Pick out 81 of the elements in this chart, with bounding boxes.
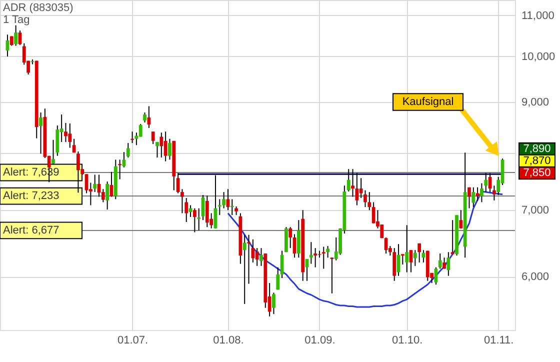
candlestick (255, 248, 259, 266)
candlestick (151, 131, 155, 145)
candlestick (351, 168, 354, 198)
candlestick (459, 210, 463, 229)
candlestick (322, 246, 326, 270)
candlestick (68, 122, 72, 148)
text: 7,850 (523, 167, 551, 179)
candlestick (218, 198, 222, 216)
candlestick (418, 242, 422, 263)
y-tick-label: 7,000 (522, 204, 550, 217)
candlestick (296, 220, 300, 258)
candlestick (284, 226, 288, 253)
candlestick (226, 188, 230, 211)
candlestick (93, 174, 97, 193)
candlestick (484, 172, 488, 193)
candlestick (392, 248, 396, 282)
chart-title: ADR (883035) (3, 2, 74, 14)
candlestick (364, 190, 367, 208)
candlestick (197, 208, 201, 231)
candlestick (118, 159, 122, 180)
candlestick (106, 181, 110, 210)
candlestick (84, 174, 88, 194)
candlestick (242, 234, 246, 304)
candlestick (492, 185, 496, 201)
y-tick-label: 6,000 (522, 271, 550, 284)
candlestick (272, 292, 276, 315)
ref-line-label: Alert: 7,233 (3, 190, 60, 202)
candlestick (468, 186, 471, 209)
candlestick (126, 142, 130, 158)
text: 1 Tag (3, 14, 30, 26)
candlestick (346, 168, 350, 192)
x-tick-label: 01.09. (304, 334, 336, 346)
candlestick (160, 132, 164, 158)
x-tick-label: 01.08. (213, 334, 244, 346)
candlestick (184, 197, 188, 222)
y-tick-label: 11,000 (522, 10, 554, 22)
candlestick (130, 131, 134, 144)
candlestick (156, 141, 159, 158)
candlestick (405, 224, 409, 273)
candlestick (122, 152, 126, 168)
candlestick (480, 182, 484, 203)
candlestick (450, 220, 454, 255)
candlestick (476, 186, 480, 202)
candlestick (368, 192, 372, 211)
candlestick (164, 131, 168, 162)
candlestick (446, 252, 450, 276)
candlestick (355, 172, 359, 206)
candlestick (276, 266, 280, 290)
candlestick (14, 24, 18, 46)
candlestick (138, 123, 142, 138)
candlestick (180, 188, 184, 214)
candlestick (192, 208, 196, 233)
candlestick (39, 112, 42, 154)
y-tick-label: 10,000 (522, 50, 556, 63)
text: 7,890 (523, 143, 551, 155)
annotation: Kaufsignal (402, 96, 454, 108)
x-tick-label: 01.10. (392, 334, 423, 346)
candlestick (330, 257, 334, 294)
y-tick-label: 9,000 (522, 96, 550, 108)
x-tick-label: 01.07. (117, 334, 148, 346)
candlestick (400, 254, 404, 266)
candlestick (247, 234, 250, 284)
candlestick (413, 250, 417, 266)
candlestick (260, 248, 263, 266)
candlestick (326, 246, 330, 258)
candlestick (288, 226, 292, 249)
candlestick (309, 242, 313, 264)
candlestick (314, 248, 318, 268)
x-tick-label: 01.11. (484, 334, 514, 346)
candlestick (472, 186, 476, 208)
candlestick (147, 106, 151, 128)
candlestick (205, 195, 209, 228)
candlestick (222, 192, 226, 209)
candlestick (64, 122, 68, 142)
candlestick (434, 266, 438, 286)
candlestick (380, 224, 384, 239)
candlestick (168, 138, 172, 160)
candlestick (143, 112, 146, 123)
text: 7,870 (523, 155, 551, 167)
candlestick (438, 252, 442, 270)
ref-line-label: Alert: 6,677 (3, 224, 60, 236)
